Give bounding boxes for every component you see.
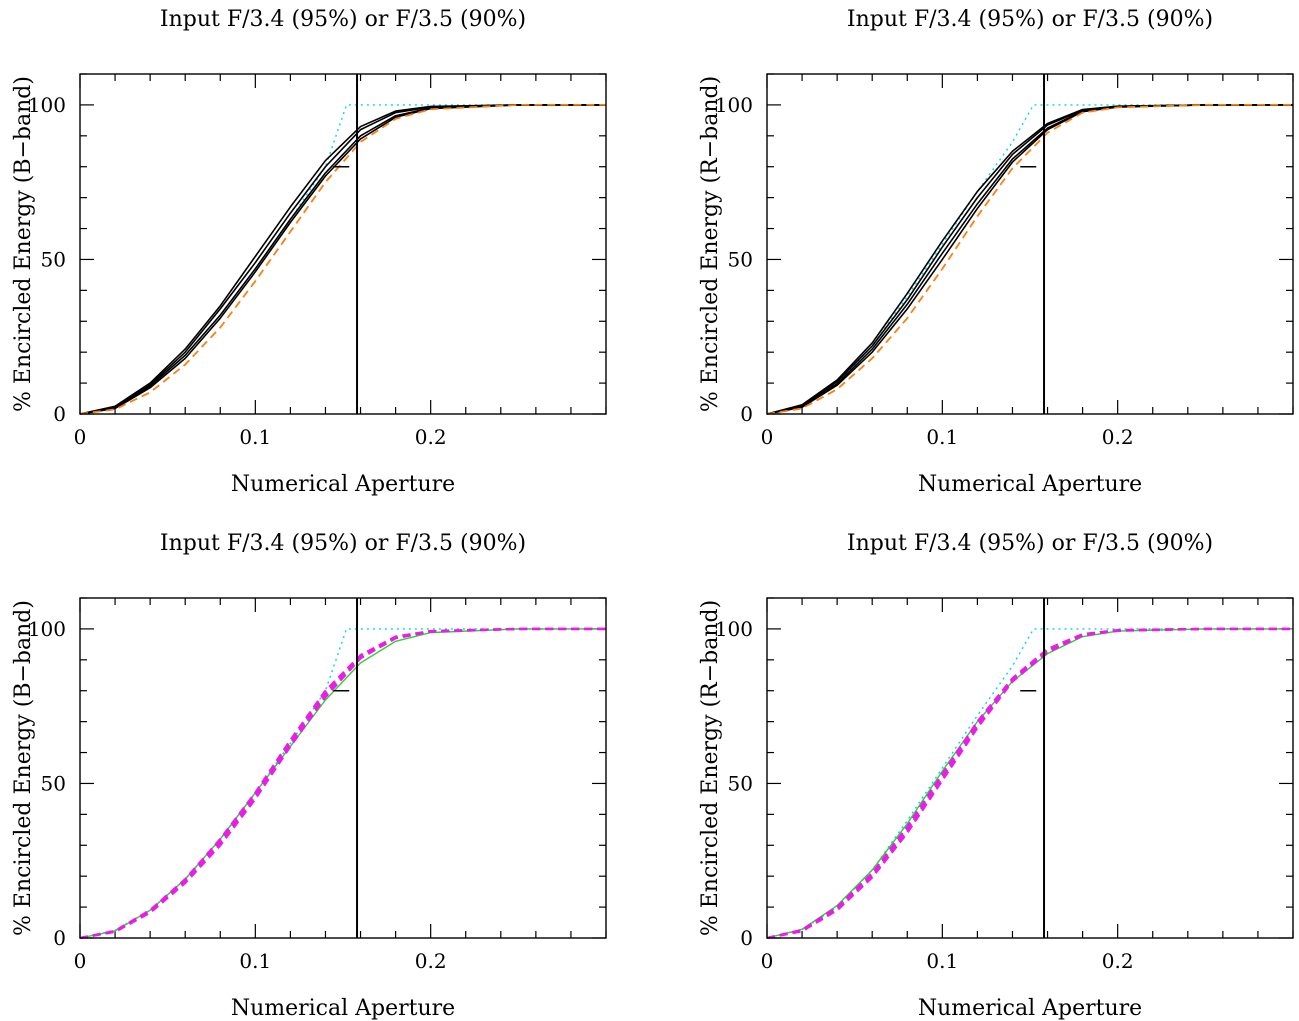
axes-frame	[766, 73, 1294, 415]
y-tick-label: 100	[28, 617, 66, 641]
y-axis-label: % Encircled Energy (R−band)	[698, 600, 723, 936]
y-axis-label: % Encircled Energy (B−band)	[11, 600, 36, 936]
series-line-black-solid	[79, 104, 606, 415]
series-line-cyan-dotted	[766, 628, 1293, 939]
x-axis-label: Numerical Aperture	[918, 996, 1142, 1021]
tick-label-group: 0 0.1 0.2 0 50 100	[715, 93, 1134, 449]
series-line-orange-dashed	[79, 104, 606, 415]
x-tick-label: 0.1	[926, 949, 958, 973]
y-tick-label: 0	[740, 926, 753, 950]
x-tick-label: 0.2	[415, 949, 447, 973]
tick-group	[766, 597, 1294, 939]
x-tick-label: 0.2	[1102, 425, 1134, 449]
series-line-magenta-dashed	[79, 627, 606, 940]
panel-top-right: Input F/3.4 (95%) or F/3.5 (90%) % Encir…	[698, 7, 1294, 497]
series-line-magenta-dashed	[766, 627, 1293, 940]
x-tick-label: 0.1	[239, 425, 271, 449]
x-tick-label: 0	[74, 949, 87, 973]
x-tick-label: 0.1	[239, 949, 271, 973]
axes-frame	[79, 73, 607, 415]
x-axis-label: Numerical Aperture	[918, 472, 1142, 497]
tick-group	[79, 73, 607, 415]
tick-group	[79, 597, 607, 939]
y-tick-label: 50	[728, 771, 753, 795]
x-tick-label: 0.1	[926, 425, 958, 449]
series-line-cyan-dotted	[79, 104, 606, 415]
y-axis-label: % Encircled Energy (R−band)	[698, 76, 723, 412]
series-line-magenta-dashed	[79, 627, 606, 940]
series-line-orange-dashed	[766, 104, 1293, 415]
series-line-green-solid	[766, 628, 1293, 939]
plot-area	[79, 74, 606, 415]
panel-title: Input F/3.4 (95%) or F/3.5 (90%)	[847, 7, 1213, 32]
x-axis-label: Numerical Aperture	[231, 996, 455, 1021]
panel-bottom-right: Input F/3.4 (95%) or F/3.5 (90%) % Encir…	[698, 531, 1294, 1021]
plot-area	[766, 598, 1293, 940]
y-tick-label: 0	[53, 926, 66, 950]
plot-area	[79, 598, 606, 940]
series-line-black-solid	[79, 104, 606, 415]
x-tick-label: 0	[761, 949, 774, 973]
x-tick-label: 0.2	[415, 425, 447, 449]
y-tick-label: 50	[41, 771, 66, 795]
tick-label-group: 0 0.1 0.2 0 50 100	[28, 617, 447, 973]
y-tick-label: 0	[53, 402, 66, 426]
series-line-black-solid	[79, 104, 606, 415]
axes-frame	[79, 597, 607, 939]
series-line-black-solid	[79, 104, 606, 415]
panel-title: Input F/3.4 (95%) or F/3.5 (90%)	[160, 7, 526, 32]
tick-label-group: 0 0.1 0.2 0 50 100	[28, 93, 447, 449]
y-tick-label: 50	[728, 247, 753, 271]
tick-group	[766, 73, 1294, 415]
x-axis-label: Numerical Aperture	[231, 472, 455, 497]
series-line-magenta-dashed	[766, 627, 1293, 940]
y-tick-label: 0	[740, 402, 753, 426]
x-tick-label: 0	[74, 425, 87, 449]
x-tick-label: 0.2	[1102, 949, 1134, 973]
y-tick-label: 100	[28, 93, 66, 117]
tick-label-group: 0 0.1 0.2 0 50 100	[715, 617, 1134, 973]
axes-frame	[766, 597, 1294, 939]
panel-title: Input F/3.4 (95%) or F/3.5 (90%)	[160, 531, 526, 556]
plot-area	[766, 74, 1293, 415]
series-line-cyan-dotted	[766, 104, 1293, 415]
y-axis-label: % Encircled Energy (B−band)	[11, 76, 36, 412]
panel-top-left: Input F/3.4 (95%) or F/3.5 (90%) % Encir…	[11, 7, 607, 497]
x-tick-label: 0	[761, 425, 774, 449]
panel-bottom-left: Input F/3.4 (95%) or F/3.5 (90%) % Encir…	[11, 531, 607, 1021]
y-tick-label: 100	[715, 617, 753, 641]
y-tick-label: 50	[41, 247, 66, 271]
panel-title: Input F/3.4 (95%) or F/3.5 (90%)	[847, 531, 1213, 556]
y-tick-label: 100	[715, 93, 753, 117]
series-line-magenta-dashed	[766, 627, 1293, 940]
